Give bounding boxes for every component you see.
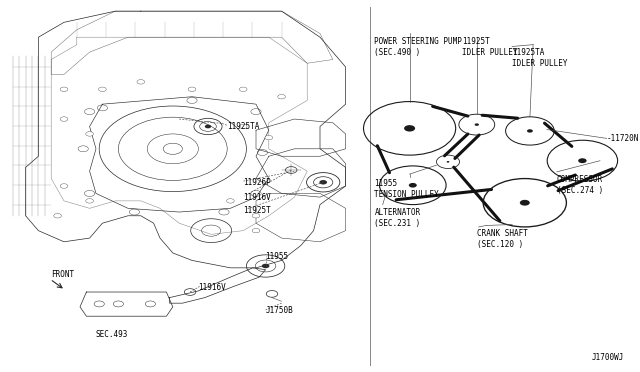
Text: 11925T
IDLER PULLEY: 11925T IDLER PULLEY [462, 37, 518, 57]
Circle shape [86, 132, 93, 136]
Circle shape [578, 158, 587, 163]
Text: 11916V: 11916V [243, 193, 271, 202]
Text: CRANK SHAFT
(SEC.120 ): CRANK SHAFT (SEC.120 ) [477, 229, 527, 249]
Circle shape [447, 161, 449, 163]
Circle shape [86, 199, 93, 203]
Circle shape [252, 228, 260, 233]
Circle shape [239, 124, 247, 129]
Circle shape [205, 125, 211, 128]
Text: FRONT: FRONT [51, 270, 74, 279]
Circle shape [520, 200, 530, 206]
Text: 11955: 11955 [266, 252, 289, 261]
Circle shape [252, 214, 260, 218]
Circle shape [54, 214, 61, 218]
Text: 11925T: 11925T [243, 206, 271, 215]
Text: J1750B: J1750B [266, 306, 293, 315]
Text: 11925TA: 11925TA [227, 122, 260, 131]
Circle shape [409, 183, 417, 187]
Circle shape [319, 180, 327, 185]
Circle shape [262, 264, 269, 268]
Circle shape [188, 87, 196, 92]
Circle shape [527, 129, 533, 133]
Circle shape [60, 87, 68, 92]
Text: 11916V: 11916V [198, 283, 226, 292]
Text: COMPRESSOR
(SEC.274 ): COMPRESSOR (SEC.274 ) [557, 175, 603, 195]
Text: POWER STEERING PUMP
(SEC.490 ): POWER STEERING PUMP (SEC.490 ) [374, 37, 462, 57]
Circle shape [265, 135, 273, 140]
Text: 11926P: 11926P [243, 178, 271, 187]
Circle shape [239, 87, 247, 92]
Circle shape [99, 87, 106, 92]
Text: 11955
TENSION PULLEY: 11955 TENSION PULLEY [374, 179, 439, 199]
Text: J1700WJ: J1700WJ [591, 353, 624, 362]
Text: 11925TA
IDLER PULLEY: 11925TA IDLER PULLEY [512, 48, 568, 68]
Text: -11720N: -11720N [607, 134, 639, 143]
Text: ALTERNATOR
(SEC.231 ): ALTERNATOR (SEC.231 ) [374, 208, 420, 228]
Circle shape [60, 117, 68, 121]
Circle shape [475, 124, 479, 126]
Circle shape [404, 125, 415, 132]
Circle shape [278, 94, 285, 99]
Circle shape [137, 80, 145, 84]
Text: SEC.493: SEC.493 [96, 330, 128, 339]
Circle shape [227, 199, 234, 203]
Circle shape [60, 184, 68, 188]
